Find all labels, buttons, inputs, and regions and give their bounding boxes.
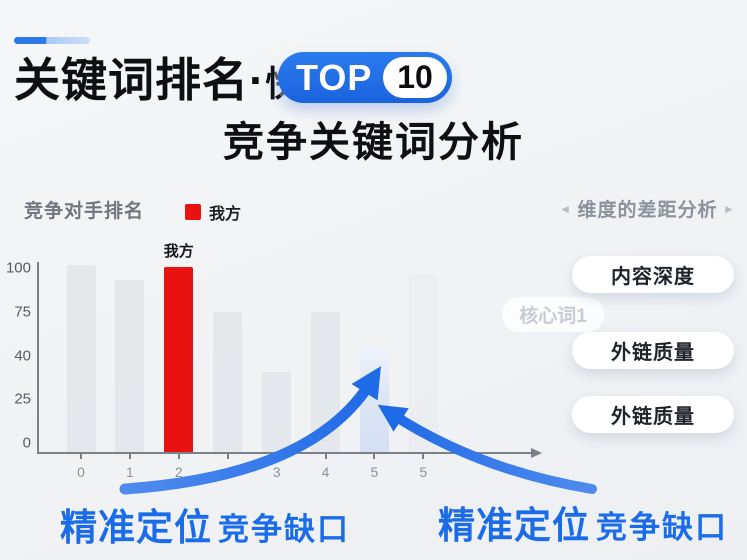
x-axis-label: 3	[272, 464, 281, 480]
bar-0-x0	[66, 265, 96, 452]
dimension-pill-content-depth[interactable]: 内容深度	[572, 256, 734, 293]
legend-label: 我方	[209, 206, 242, 223]
page-title-main: 关键词排名	[14, 54, 249, 106]
legend-swatch-red	[185, 204, 201, 220]
x-axis-tick	[373, 454, 376, 459]
annotation-left-rest: 竞争缺口	[218, 512, 350, 547]
y-axis-label: 40	[14, 347, 31, 364]
title-accent-bar	[14, 37, 90, 44]
y-axis-label: 100	[5, 259, 31, 277]
x-axis-arrowhead-icon	[531, 448, 542, 458]
dimension-pill-backlink-quality-1[interactable]: 外链质量	[572, 332, 734, 369]
x-axis-tick	[128, 454, 131, 459]
bar-3	[213, 312, 243, 452]
x-axis-tick	[226, 454, 229, 459]
chart-title: 竞争对手排名	[24, 201, 145, 222]
page-title-dot: ·	[249, 54, 266, 106]
dimension-analysis-title: 维度的差距分析	[577, 200, 718, 221]
chevron-left-icon: ◂	[561, 200, 570, 216]
x-axis-label: 2	[174, 464, 183, 480]
x-axis-tick	[324, 454, 327, 459]
x-axis-tick	[471, 454, 474, 459]
annotation-right-rest: 竞争缺口	[596, 510, 728, 545]
x-axis-tick	[177, 454, 180, 459]
bar-chart-plot: 我方 0 1 2 3 4 5 5 100 75 40 25 0	[6, 243, 542, 480]
bar-5-x4	[311, 312, 340, 452]
page-title: 关键词排名·快速	[14, 44, 337, 110]
annotation-left-strong: 精准定位	[60, 507, 212, 548]
annotation-right: 精准定位 竞争缺口	[438, 495, 728, 549]
annotation-left: 精准定位 竞争缺口	[60, 497, 350, 551]
y-axis-label: 25	[14, 390, 31, 408]
x-axis-tick	[80, 454, 82, 459]
x-axis-tick	[275, 454, 278, 459]
x-axis-label: 4	[321, 464, 330, 480]
bar-4-x3	[262, 372, 292, 452]
x-axis-label: 0	[77, 464, 85, 480]
x-axis-tick	[422, 454, 425, 459]
bar-6-x5	[359, 347, 389, 452]
y-axis-label: 75	[14, 303, 31, 321]
bar-1-x1	[115, 280, 145, 452]
x-axis-label: 5	[370, 464, 379, 480]
annotation-right-strong: 精准定位	[438, 505, 590, 546]
y-axis-label: 0	[22, 434, 31, 452]
dimension-pill-backlink-quality-2[interactable]: 外链质量	[572, 396, 734, 433]
chart-legend: 我方	[185, 200, 241, 224]
bar-7-x5	[408, 274, 438, 452]
chevron-right-icon: ▸	[725, 200, 734, 216]
top10-badge-label: TOP	[296, 56, 373, 98]
our-side-bar-label: 我方	[163, 242, 194, 260]
core-keyword-tag: 核心词1	[502, 297, 604, 332]
x-axis-label: 5	[419, 464, 428, 480]
top10-badge: TOP 10	[278, 52, 452, 103]
dimension-analysis-header: ◂ 维度的差距分析 ▸	[548, 195, 747, 222]
page-subtitle: 竞争关键词分析	[223, 119, 524, 165]
top10-badge-number: 10	[383, 57, 447, 98]
x-axis-label: 1	[125, 464, 134, 480]
bar-2-x2	[164, 267, 194, 452]
